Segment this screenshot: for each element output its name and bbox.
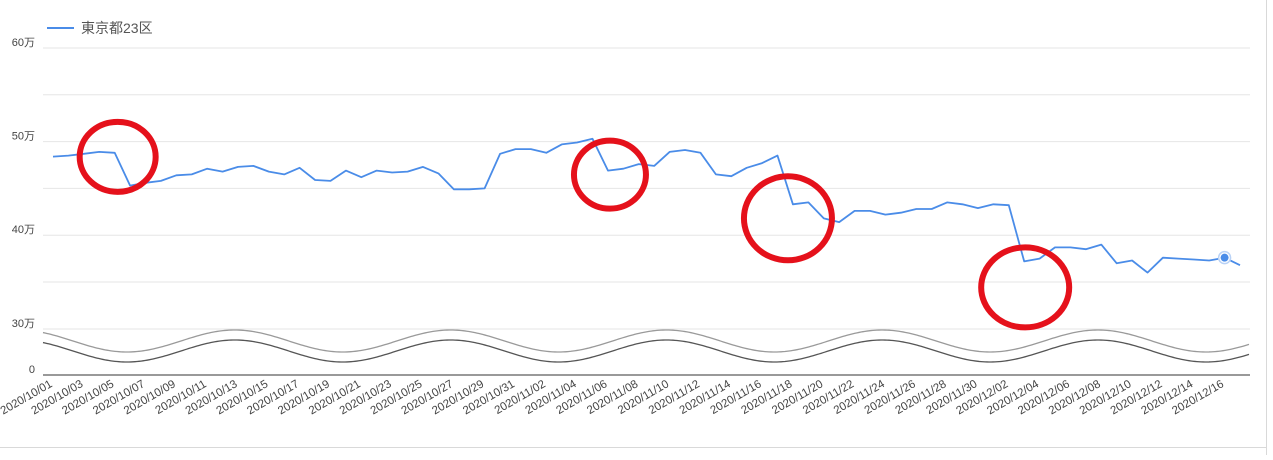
y-tick-label: 0: [29, 364, 35, 376]
hover-marker[interactable]: [1220, 253, 1229, 262]
legend[interactable]: 東京都23区: [47, 20, 153, 36]
frame-divider: [1266, 0, 1267, 455]
axis-break-wave: [42, 329, 1250, 353]
series-layer: [52, 137, 1241, 274]
highlight-circle: [76, 118, 159, 195]
highlight-circle: [978, 244, 1073, 331]
series-line: [52, 137, 1241, 274]
y-axis: 60万 50万 40万 30万 0: [12, 37, 35, 376]
legend-label: 東京都23区: [81, 20, 153, 36]
axis-break: [42, 329, 1250, 363]
grid-layer: [43, 47, 1250, 376]
highlight-layer: [76, 118, 1073, 331]
x-axis: 2020/10/012020/10/032020/10/052020/10/07…: [0, 378, 1226, 418]
highlight-circle: [570, 137, 649, 212]
highlight-circle: [740, 173, 835, 264]
axis-break-wave: [42, 339, 1250, 363]
y-tick-label: 30万: [12, 318, 35, 330]
y-tick-label: 50万: [12, 131, 35, 143]
frame-divider: [0, 447, 1267, 448]
y-tick-label: 60万: [12, 37, 35, 49]
y-tick-label: 40万: [12, 224, 35, 236]
